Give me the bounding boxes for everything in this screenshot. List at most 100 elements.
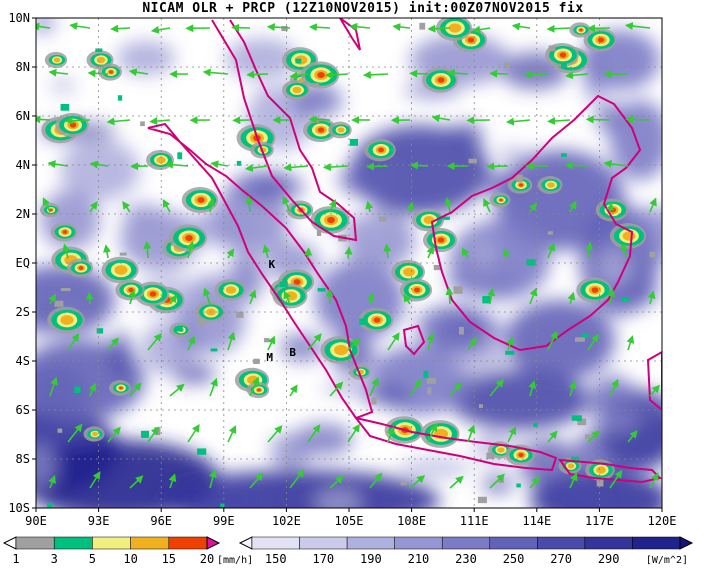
wind-arrow-9-8 — [387, 426, 395, 443]
olr-patch-29 — [541, 488, 607, 508]
wind-arrow-7-4 — [227, 331, 236, 351]
precip-cb-unit: [mm/h] — [217, 555, 253, 566]
precip-cell-49 — [358, 307, 394, 333]
precip-cell-37 — [246, 381, 270, 399]
wind-arrow-2-0 — [36, 115, 51, 124]
precip-speck-29 — [175, 326, 183, 332]
precip-speck-33 — [561, 61, 567, 68]
precip-cb-seg-5 — [168, 536, 208, 550]
precip-cell-9 — [282, 80, 310, 100]
precip-speck-4 — [197, 448, 207, 455]
wind-arrow-2-3 — [149, 117, 171, 126]
precip-speck-55 — [95, 48, 103, 53]
wind-arrow-4-7 — [328, 199, 337, 213]
precip-colorbar: 1 3 5 10 15 20 [mm/h] — [2, 536, 253, 566]
precip-speck-35 — [433, 264, 442, 271]
olr-patch-24 — [397, 458, 472, 478]
precip-cell-46 — [83, 426, 105, 442]
precip-speck-14 — [236, 311, 244, 318]
wind-arrow-3-14 — [603, 159, 629, 168]
olr-patch-31 — [270, 432, 312, 470]
wind-arrow-9-14 — [627, 429, 638, 443]
precip-speck-30 — [574, 337, 585, 342]
wind-arrow-6-11 — [487, 287, 496, 305]
precip-speck-57 — [505, 350, 515, 355]
olr-patch-22 — [449, 122, 484, 150]
y-tick-label-2s: 2S — [16, 305, 30, 319]
x-tick-label-120e: 120E — [648, 514, 677, 528]
wind-arrow-5-5 — [262, 244, 271, 259]
wind-arrow-2-1 — [64, 116, 91, 125]
wind-arrow-7-9 — [426, 332, 435, 351]
precip-speck-19 — [560, 153, 567, 157]
wind-arrow-6-10 — [445, 286, 454, 305]
wind-arrow-4-11 — [483, 198, 491, 213]
y-tick-label-4s: 4S — [16, 354, 30, 368]
wind-arrow-5-7 — [344, 246, 353, 259]
y-tick-label-6s: 6S — [16, 403, 30, 417]
precip-cell-1 — [55, 112, 89, 138]
wind-arrow-7-1 — [107, 337, 119, 351]
precip-cb-label-20: 20 — [200, 552, 214, 566]
x-axis-ticks: 90E 93E 96E 99E 102E 105E 108E 111E 114E 117E 120E — [25, 508, 676, 528]
precip-cb-label-10: 10 — [123, 552, 137, 566]
precip-speck-40 — [427, 387, 432, 395]
precip-speck-46 — [423, 370, 429, 379]
precip-speck-17 — [117, 95, 123, 101]
wind-arrow-6-0 — [48, 293, 57, 305]
place-label-m: M — [266, 351, 273, 364]
wind-arrow-3-0 — [47, 160, 69, 169]
wind-arrow-3-7 — [322, 163, 349, 172]
coast-sumatra — [147, 122, 374, 420]
precip-speck-43 — [478, 404, 483, 408]
wind-arrow-2-13 — [547, 117, 571, 126]
precip-speck-27 — [359, 318, 368, 325]
wind-arrow-5-10 — [461, 247, 470, 259]
wind-arrow-6-13 — [567, 291, 576, 305]
wind-arrow-10-1 — [89, 471, 101, 489]
wind-arrow-7-14 — [626, 335, 635, 351]
precip-speck-64 — [60, 288, 71, 292]
precip-cell-11 — [328, 121, 352, 139]
precip-cell-57 — [214, 278, 246, 302]
x-tick-label-102e: 102E — [272, 514, 301, 528]
wind-arrow-7-12 — [547, 330, 558, 351]
precip-speck-22 — [426, 377, 437, 384]
olr-patch-37 — [321, 381, 387, 395]
olr-patch-41 — [36, 366, 88, 415]
wind-arrow-10-3 — [168, 473, 177, 489]
wind-arrow-10-6 — [289, 468, 305, 489]
precip-speck-34 — [236, 160, 242, 166]
olr-patch-30 — [171, 362, 216, 385]
wind-arrow-8-5 — [249, 376, 260, 397]
wind-arrow-7-3 — [187, 335, 195, 351]
wind-arrow-3-11 — [486, 162, 509, 171]
olr-patch-42 — [49, 78, 77, 94]
wind-arrow-4-15 — [649, 197, 657, 213]
precip-cell-4 — [169, 224, 207, 252]
y-tick-label-10s: 10S — [8, 501, 30, 515]
wind-arrow-4-6 — [282, 195, 291, 213]
precip-speck-9 — [54, 300, 64, 307]
wind-arrow-10-9 — [409, 474, 426, 489]
olr-cb-seg-7 — [537, 536, 586, 550]
wind-arrow-10-10 — [449, 475, 464, 489]
wind-arrow-7-6 — [307, 333, 322, 351]
olr-cb-label-190: 190 — [360, 552, 382, 566]
olr-cb-seg-8 — [584, 536, 633, 550]
x-tick-label-93e: 93E — [88, 514, 110, 528]
wind-arrow-3-4 — [210, 160, 229, 169]
olr-patch-28 — [109, 330, 133, 378]
wind-arrow-1-1 — [87, 69, 109, 78]
wind-arrow-4-9 — [406, 201, 415, 213]
y-tick-label-4n: 4N — [16, 158, 30, 172]
precip-speck-39 — [177, 152, 183, 160]
y-axis-ticks: 10N 8N 6N 4N 2N EQ 2S 4S 6S 8S 10S — [8, 11, 36, 515]
precip-speck-0 — [516, 174, 523, 183]
precip-speck-58 — [378, 216, 387, 222]
wind-arrow-8-2 — [129, 382, 142, 397]
wind-arrow-3-9 — [409, 161, 429, 170]
coast-malay-peninsula — [211, 19, 358, 242]
plot-area: K M B — [36, 18, 662, 508]
precip-cell-32 — [181, 187, 219, 213]
